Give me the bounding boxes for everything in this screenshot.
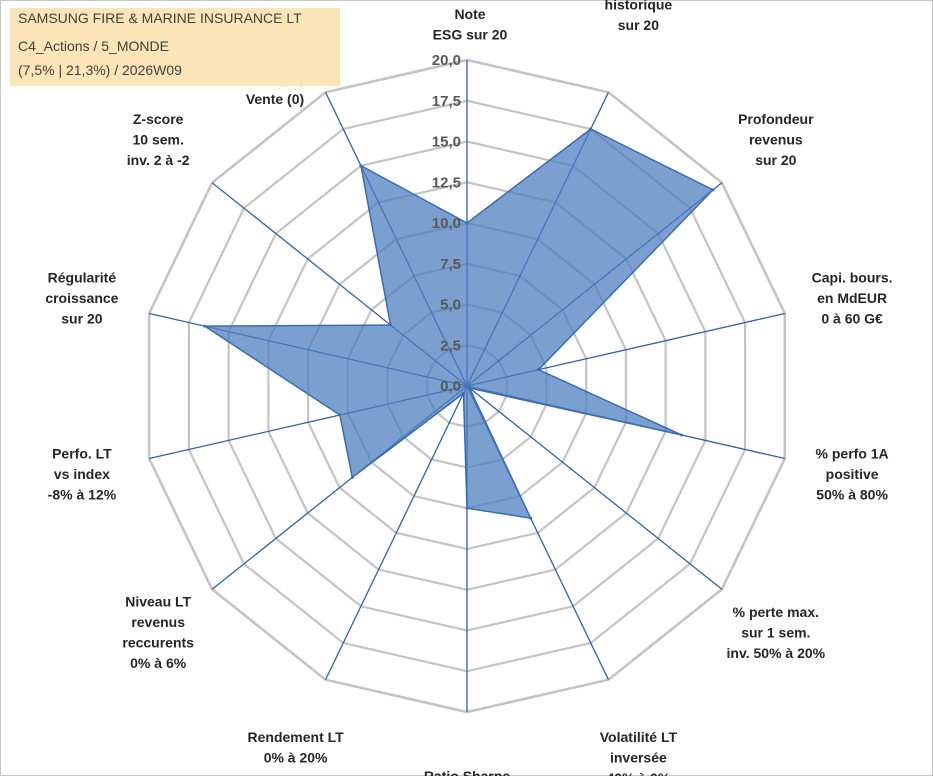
- title-period: (7,5% | 21,3%) / 2026W09: [18, 62, 182, 78]
- axis-label-line: Niveau LT: [125, 594, 191, 610]
- axis-label-11: Régularité croissance sur 20: [45, 270, 118, 327]
- axis-label-line: Ratio Sharpe: [424, 768, 511, 776]
- axis-label-line: en MdEUR: [817, 290, 887, 306]
- axis-label-5: % perte max. sur 1 sem. inv. 50% à 20%: [727, 604, 826, 661]
- tick-label-8: 20,0: [432, 52, 461, 69]
- data-point-4: [680, 433, 684, 437]
- spoke-8: [324, 385, 468, 680]
- axis-label-10: Perfo. LT vs index -8% à 12%: [48, 445, 117, 502]
- axis-label-line: Rendement LT: [248, 729, 345, 745]
- data-point-1: [589, 127, 593, 131]
- data-point-8: [461, 391, 465, 395]
- radar-tick-labels: 0,0 2,5 5,0 7,5 10,0 12,5 15,0 17,5 20,0: [432, 52, 461, 395]
- data-point-3: [537, 368, 541, 372]
- axis-label-line: inv. 2 à -2: [127, 152, 190, 168]
- axis-label-line: inversée: [610, 749, 667, 765]
- axis-label-line: sur 1 sem.: [741, 624, 810, 640]
- axis-label-line: 0% à 20%: [264, 749, 328, 765]
- axis-label-line: revenus: [749, 132, 803, 148]
- title-category: C4_Actions / 5_MONDE: [18, 38, 169, 54]
- axis-label-line: 10 sem.: [132, 132, 183, 148]
- tick-label-0: 0,0: [440, 378, 461, 395]
- axis-label-3: Capi. bours. en MdEUR 0 à 60 G€: [812, 270, 893, 327]
- axis-label-4: % perfo 1A positive 50% à 80%: [816, 445, 889, 502]
- axis-label-line: positive: [826, 466, 879, 482]
- axis-label-line: croissance: [45, 290, 118, 306]
- axis-label-12: Z-score 10 sem. inv. 2 à -2: [127, 111, 190, 168]
- axis-label-line: 0% à 6%: [130, 655, 187, 671]
- axis-label-line: Z-score: [133, 111, 184, 127]
- title-box: [10, 8, 340, 86]
- data-point-5: [468, 386, 472, 390]
- axis-label-line: Capi. bours.: [812, 270, 893, 286]
- axis-label-line: 40% à 0%: [606, 770, 670, 776]
- data-point-2: [711, 188, 715, 192]
- data-point-12: [389, 323, 393, 327]
- axis-label-line: % perfo 1A: [816, 445, 889, 461]
- axis-label-6: Volatilité LT inversée 40% à 0%: [600, 729, 678, 776]
- tick-label-4: 10,0: [432, 215, 461, 232]
- spoke-5: [466, 385, 723, 590]
- axis-label-line: Profondeur: [738, 111, 814, 127]
- axis-label-line: Volatilité LT: [600, 729, 678, 745]
- axis-label-line: sur 20: [61, 311, 102, 327]
- data-point-0: [465, 221, 469, 225]
- axis-label-9: Niveau LT revenus reccurents 0% à 6%: [122, 594, 194, 672]
- data-point-11: [203, 324, 207, 328]
- data-point-7: [465, 506, 469, 510]
- axis-label-1: Profondeurhistoriquesur 20: [601, 0, 677, 33]
- data-point-9: [350, 475, 354, 479]
- tick-label-6: 15,0: [432, 134, 461, 151]
- tick-label-7: 17,5: [432, 93, 461, 110]
- axis-label-line: sur 20: [755, 152, 796, 168]
- axis-label-2: Profondeur revenus sur 20: [738, 111, 814, 168]
- axis-label-line: reccurents: [122, 635, 194, 651]
- axis-label-line: Note: [454, 6, 485, 22]
- axis-label-line: vs index: [54, 466, 110, 482]
- data-point-13: [359, 164, 363, 168]
- axis-label-7: Ratio Sharpe0 à 1: [424, 768, 511, 776]
- tick-label-3: 7,5: [440, 256, 461, 273]
- axis-label-line: Perfo. LT: [52, 445, 112, 461]
- axis-label-line: ESG sur 20: [433, 27, 508, 43]
- data-point-6: [529, 516, 533, 520]
- tick-label-1: 2,5: [440, 337, 461, 354]
- axis-label-line: 0 à 60 G€: [821, 311, 883, 327]
- tick-label-5: 12,5: [432, 174, 461, 191]
- axis-label-line: -8% à 12%: [48, 486, 117, 502]
- tick-label-2: 5,0: [440, 297, 461, 314]
- axis-label-line: sur 20: [618, 17, 659, 33]
- axis-label-line: inv. 50% à 20%: [727, 645, 826, 661]
- radar-series: [202, 127, 715, 520]
- title-company: SAMSUNG FIRE & MARINE INSURANCE LT: [18, 10, 302, 26]
- axis-label-0: Note ESG sur 20: [433, 6, 508, 43]
- data-point-10: [338, 413, 342, 417]
- axis-label-line: Régularité: [48, 270, 117, 286]
- axis-label-line: historique: [605, 0, 673, 13]
- axis-label-line: % perte max.: [733, 604, 819, 620]
- axis-label-line: Vente (0): [246, 91, 304, 107]
- axis-label-line: 50% à 80%: [816, 486, 888, 502]
- axis-label-line: revenus: [131, 614, 185, 630]
- axis-label-8: Rendement LT 0% à 20%: [248, 729, 345, 766]
